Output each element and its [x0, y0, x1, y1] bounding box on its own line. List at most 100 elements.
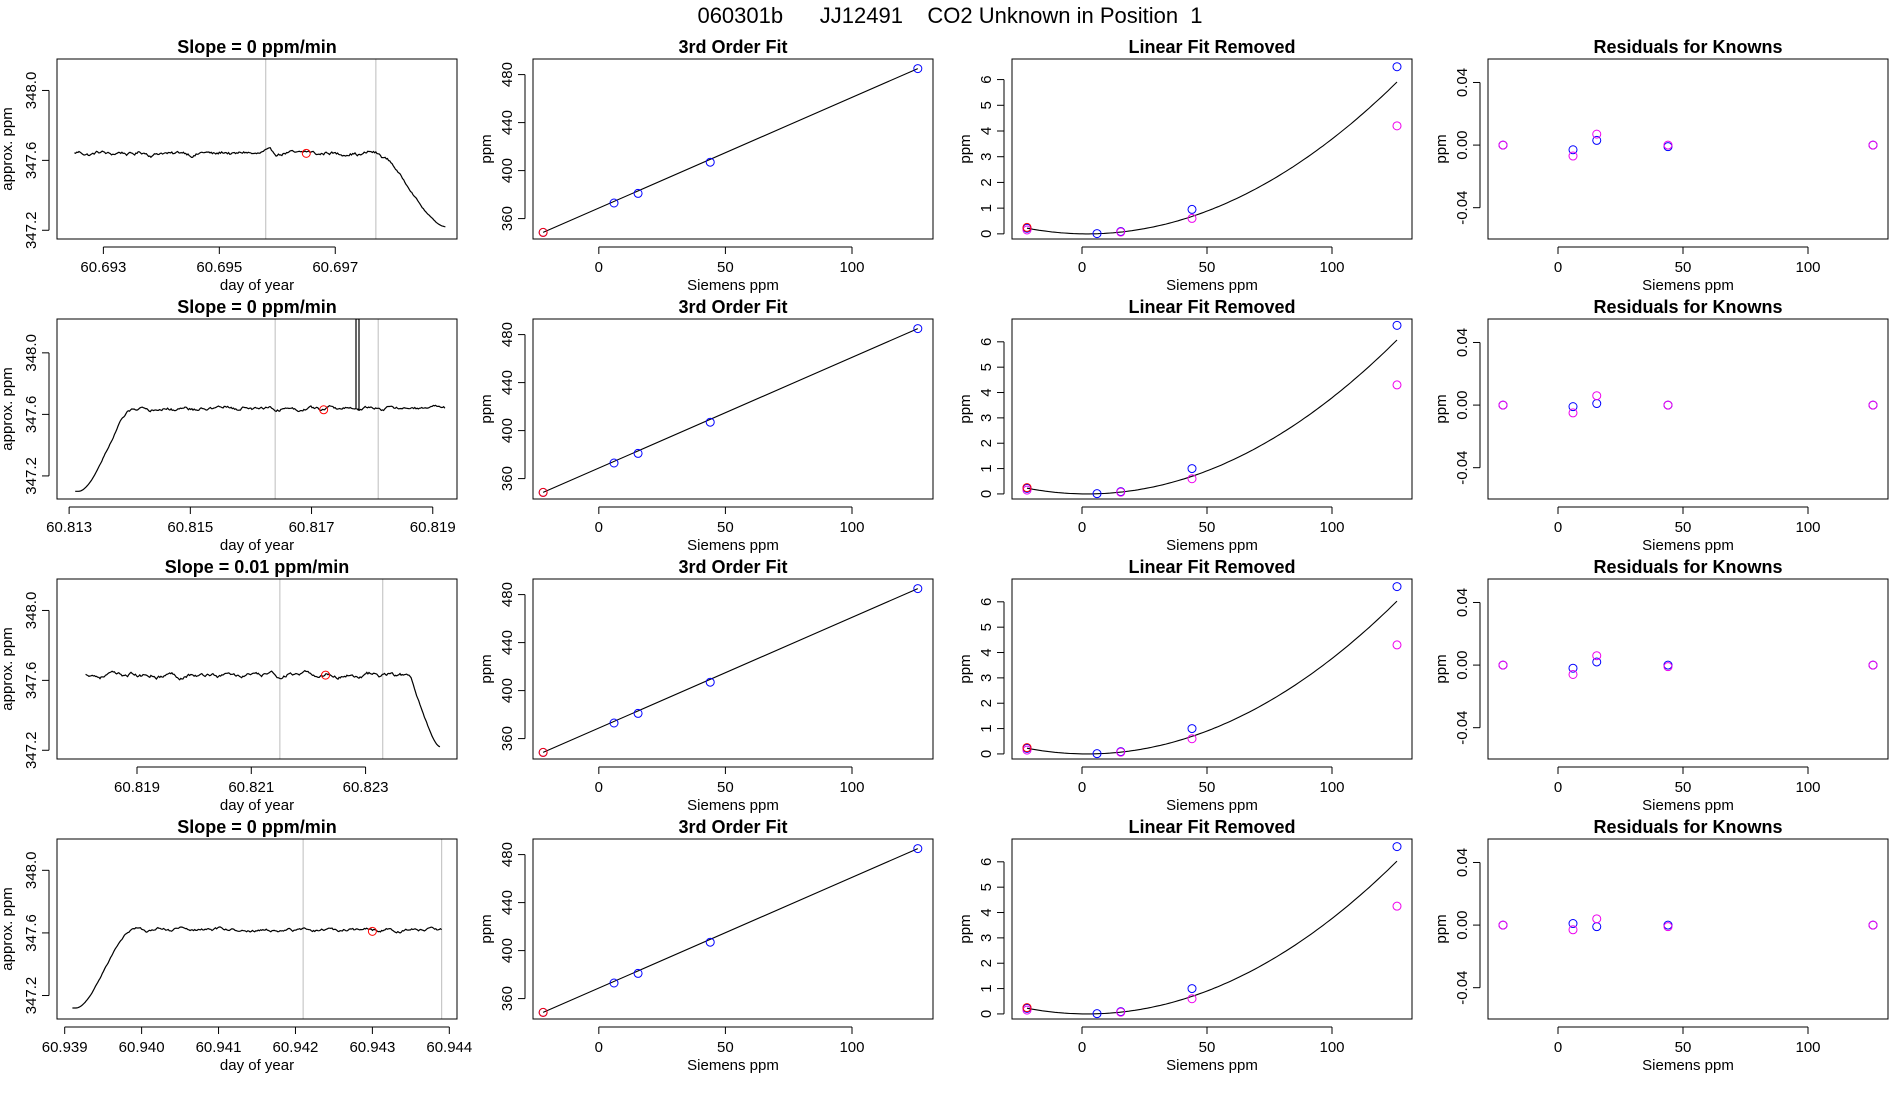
- data-point: [1568, 669, 1578, 679]
- plot-area: [72, 839, 443, 1019]
- panel-title: Slope = 0 ppm/min: [177, 37, 337, 57]
- x-tick-label: 0: [1078, 259, 1086, 276]
- data-point: [1022, 745, 1032, 755]
- x-tick-label: 0: [1554, 519, 1562, 536]
- x-axis-label: Siemens ppm: [1166, 277, 1258, 294]
- fit-line: [542, 68, 919, 233]
- x-tick-label: 60.813: [46, 519, 92, 536]
- x-tick-label: 0: [1078, 1039, 1086, 1056]
- plot-frame: [532, 58, 934, 240]
- fit-line: [542, 328, 919, 493]
- plot-frame: [1011, 58, 1413, 240]
- y-tick-label: -0.04: [1454, 971, 1471, 1005]
- panel-title: Residuals for Knowns: [1593, 297, 1782, 317]
- panel-title: 3rd Order Fit: [678, 817, 787, 837]
- x-axis-label: day of year: [220, 797, 294, 814]
- data-point: [1498, 140, 1508, 150]
- x-axis: 0 50 100 Siemens ppm: [595, 766, 865, 814]
- y-tick-label: 6: [978, 75, 995, 83]
- data-point: [1116, 487, 1126, 497]
- x-axis: 0 50 100 Siemens ppm: [1554, 506, 1821, 554]
- x-tick-label: 60.821: [228, 779, 274, 796]
- x-axis-label: day of year: [220, 277, 294, 294]
- x-axis-label: Siemens ppm: [1642, 537, 1734, 554]
- y-tick-label: -0.04: [1454, 191, 1471, 225]
- plot-area: [1498, 651, 1878, 679]
- y-axis-label: ppm: [1433, 394, 1450, 423]
- y-axis: 0 1 2 3 4 5 6 ppm: [957, 858, 1005, 1018]
- panel-title: Slope = 0 ppm/min: [177, 817, 337, 837]
- fit-curve: [1026, 81, 1398, 235]
- x-tick-label: 100: [839, 519, 864, 536]
- plot-area: [538, 844, 923, 1017]
- x-axis: 0 50 100 Siemens ppm: [595, 506, 865, 554]
- x-tick-label: 50: [1199, 259, 1216, 276]
- y-tick-label: 360: [499, 466, 516, 491]
- y-tick-label: -0.04: [1454, 711, 1471, 745]
- data-point: [705, 937, 715, 947]
- plot-frame: [1011, 838, 1413, 1020]
- x-tick-label: 100: [1319, 1039, 1344, 1056]
- panel-title: Linear Fit Removed: [1128, 817, 1295, 837]
- data-point: [1663, 662, 1673, 672]
- data-point: [913, 324, 923, 334]
- y-axis-label: ppm: [478, 914, 495, 943]
- x-tick-label: 0: [595, 779, 603, 796]
- y-tick-label: 440: [499, 370, 516, 395]
- x-axis-label: Siemens ppm: [1642, 277, 1734, 294]
- data-point: [1592, 135, 1602, 145]
- y-tick-label: 360: [499, 206, 516, 231]
- data-point: [1187, 724, 1197, 734]
- data-point: [1392, 582, 1402, 592]
- x-tick-label: 60.815: [167, 519, 213, 536]
- fit-curve: [1026, 860, 1398, 1015]
- plot-frame: [532, 578, 934, 760]
- x-tick-label: 100: [1795, 1039, 1820, 1056]
- y-axis: -0.04 0.00 0.04 ppm: [1433, 328, 1481, 485]
- data-point: [1022, 483, 1032, 493]
- x-tick-label: 100: [1319, 259, 1344, 276]
- x-axis-label: day of year: [220, 537, 294, 554]
- x-axis-label: Siemens ppm: [1642, 1057, 1734, 1074]
- fit-line: [542, 588, 919, 753]
- y-tick-label: 0.04: [1454, 848, 1471, 877]
- data-point: [1022, 225, 1032, 235]
- x-tick-label: 100: [1795, 519, 1820, 536]
- trace-line: [85, 669, 441, 748]
- y-tick-label: 1: [978, 204, 995, 212]
- y-axis: 0 1 2 3 4 5 6 ppm: [957, 75, 1005, 238]
- y-tick-label: 2: [978, 178, 995, 186]
- y-axis: -0.04 0.00 0.04 ppm: [1433, 588, 1481, 745]
- y-tick-label: 360: [499, 986, 516, 1011]
- y-axis-label: ppm: [478, 134, 495, 163]
- plot-area: [1022, 62, 1402, 239]
- y-tick-label: 5: [978, 101, 995, 109]
- y-tick-label: 400: [499, 678, 516, 703]
- panel-r0-c2: Linear Fit Removed 0 50 100 Siemens ppm 0 1 2 3 4…: [957, 37, 1413, 294]
- y-tick-label: 348.0: [23, 592, 40, 630]
- y-tick-label: 6: [978, 338, 995, 346]
- trace-line: [75, 319, 446, 492]
- y-tick-label: 440: [499, 890, 516, 915]
- panel-title: Linear Fit Removed: [1128, 37, 1295, 57]
- x-axis: 0 50 100 Siemens ppm: [1078, 766, 1345, 814]
- y-tick-label: 400: [499, 938, 516, 963]
- data-point: [1187, 204, 1197, 214]
- x-tick-label: 60.939: [42, 1039, 88, 1056]
- y-axis: 360 400 440 480 ppm: [478, 582, 526, 751]
- y-tick-label: 347.6: [23, 396, 40, 434]
- x-tick-label: 50: [717, 519, 734, 536]
- data-point: [1187, 994, 1197, 1004]
- y-tick-label: 1: [978, 984, 995, 992]
- x-tick-label: 50: [1675, 1039, 1692, 1056]
- x-axis: 0 50 100 Siemens ppm: [1078, 1026, 1345, 1074]
- x-tick-label: 60.823: [343, 779, 389, 796]
- x-tick-label: 100: [839, 259, 864, 276]
- plot-frame: [56, 578, 458, 760]
- data-point: [1022, 1003, 1032, 1013]
- y-axis: -0.04 0.00 0.04 ppm: [1433, 68, 1481, 225]
- plot-frame: [532, 838, 934, 1020]
- data-point: [705, 417, 715, 427]
- data-point: [1392, 640, 1402, 650]
